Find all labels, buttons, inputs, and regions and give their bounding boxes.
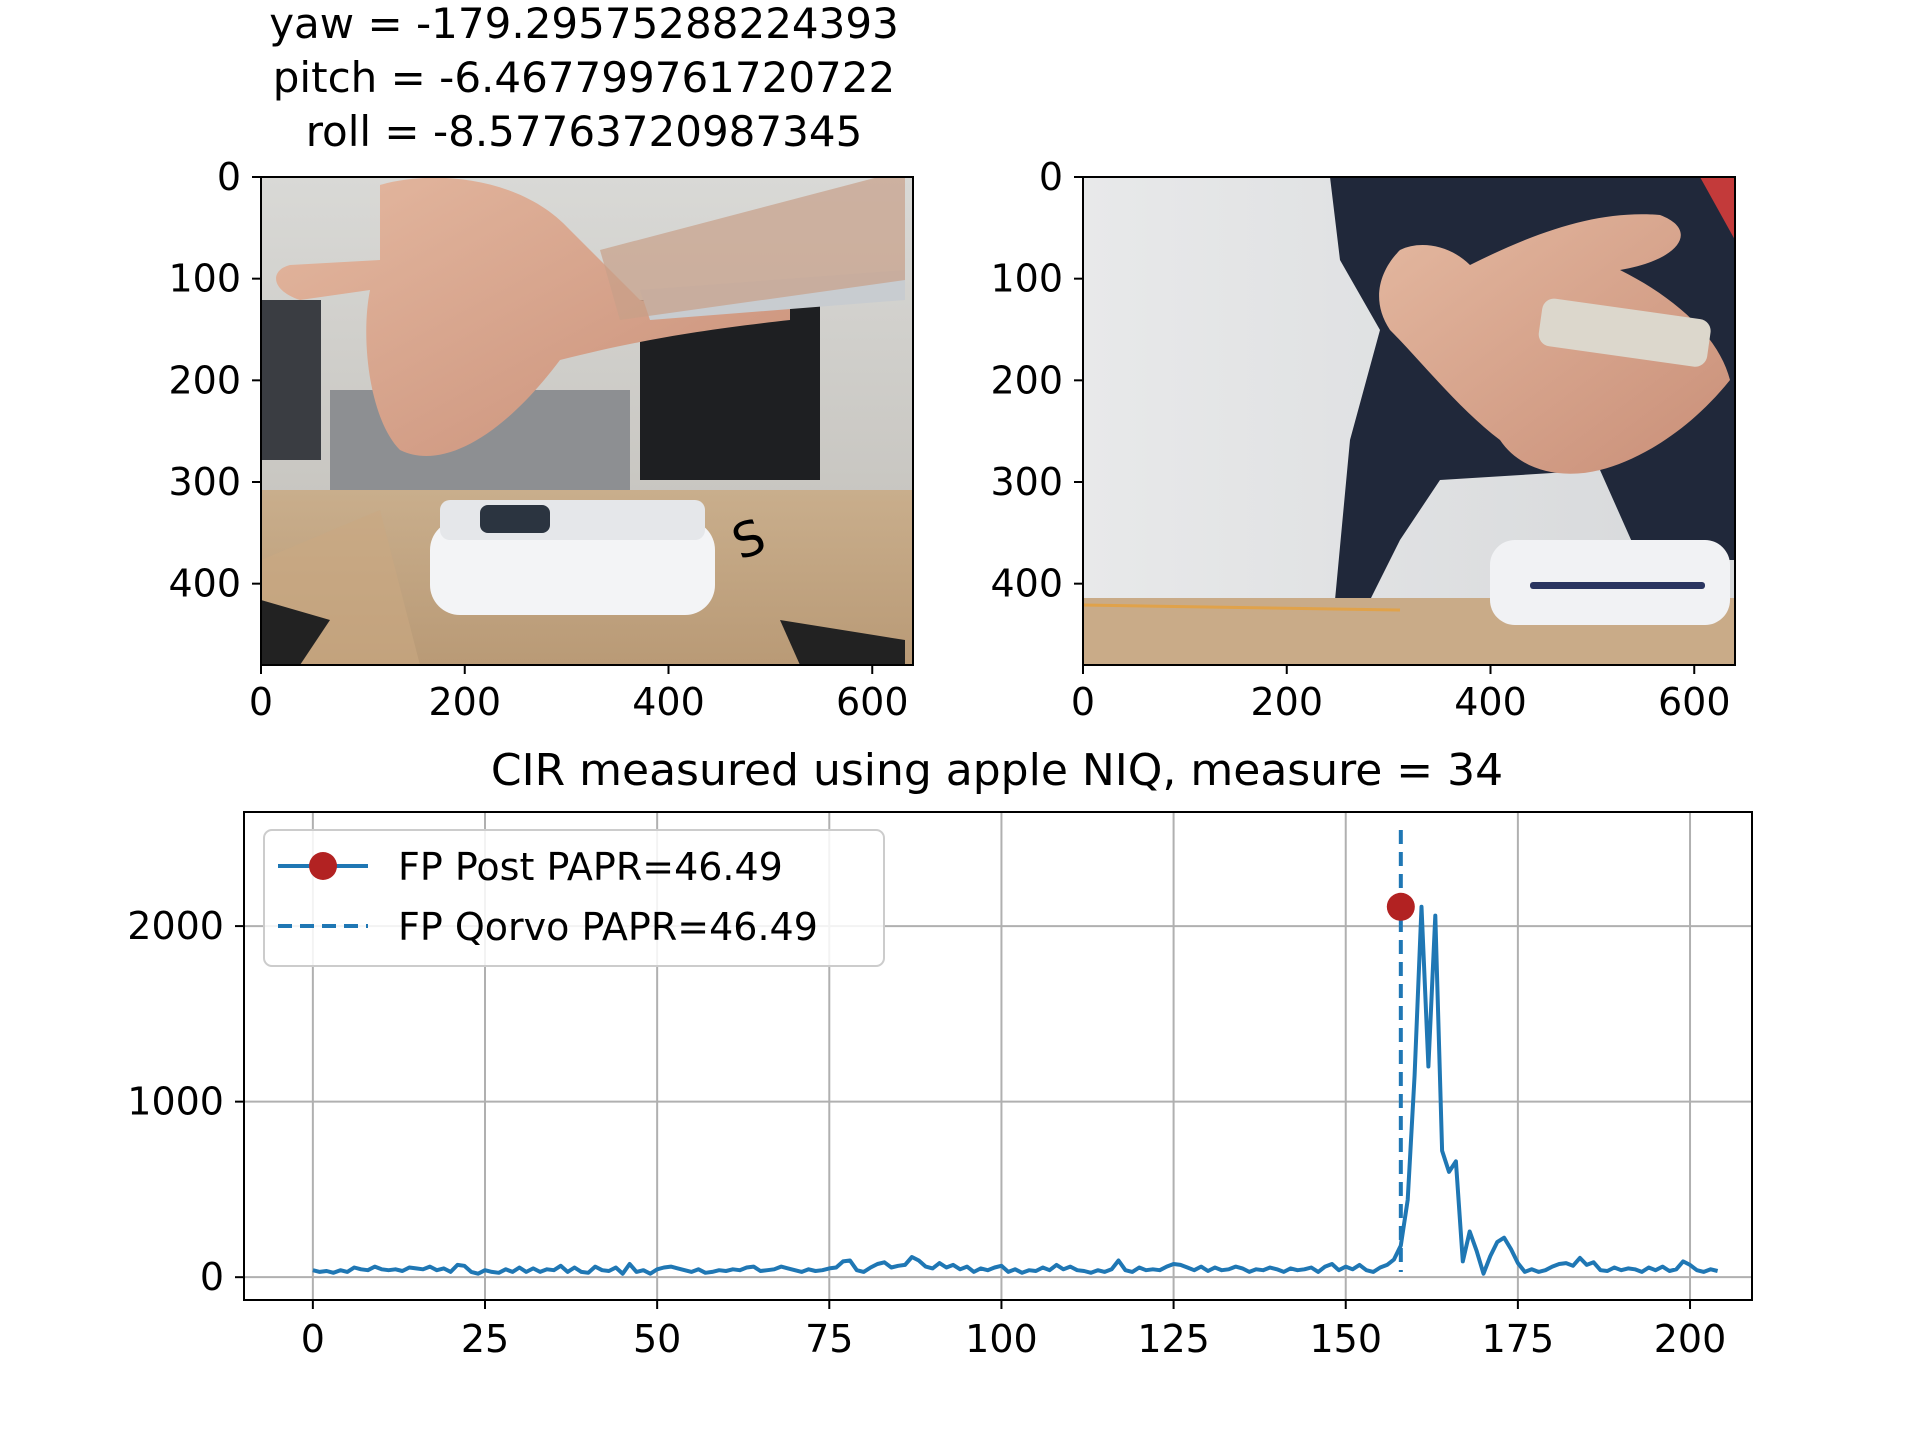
camera-image-left: S 0 200 400 600 0 100 200 300 400 [168,155,914,724]
chart-y-tick-label: 1000 [127,1080,224,1124]
roll-label: roll = -8.57763720987345 [306,107,863,156]
right-image-x-tick-label: 200 [1250,680,1323,724]
left-image-x-tick-label: 200 [428,680,501,724]
right-image-frame [1082,176,1736,666]
photo-hand-over-reader-icon: S [261,177,913,665]
yaw-label: yaw = -179.29575288224393 [269,0,899,48]
legend-label-fp-qorvo: FP Qorvo PAPR=46.49 [398,905,818,949]
right-image-y-tick-label: 300 [990,460,1063,504]
chart-x-tick-label: 25 [461,1317,509,1361]
chart-series-layer [312,830,1719,1276]
left-image-y-tick-label: 400 [168,562,241,606]
right-image-y-tick-label: 0 [1039,155,1063,199]
right-image-y-tick-label: 200 [990,358,1063,402]
photo-side-view-hand-icon [1083,177,1735,665]
right-image-x-tick-label: 0 [1071,680,1095,724]
chart-x-tick-label: 0 [301,1317,325,1361]
chart-x-tick-label: 50 [633,1317,681,1361]
right-image-x-ticks: 0 200 400 600 [1071,665,1731,724]
right-image-x-tick-label: 600 [1658,680,1731,724]
legend-box [263,829,885,967]
chart-x-tick-label: 200 [1654,1317,1727,1361]
right-image-y-tick-label: 400 [990,562,1063,606]
fp-post-marker [1386,892,1415,921]
orientation-header: yaw = -179.29575288224393 pitch = -6.467… [269,0,899,156]
left-image-x-ticks: 0 200 400 600 [249,665,909,724]
left-image-y-tick-label: 200 [168,358,241,402]
chart-grid [244,812,1752,1300]
camera-image-right: 0 200 400 600 0 100 200 300 400 [990,155,1736,724]
chart-x-tick-label: 125 [1137,1317,1210,1361]
cir-chart: CIR measured using apple NIQ, measure = … [127,745,1753,1361]
chart-y-tick-label: 2000 [127,904,224,948]
chart-x-tick-label: 150 [1309,1317,1382,1361]
cir-series-line [312,904,1719,1276]
left-image-x-tick-label: 400 [632,680,705,724]
left-image-y-ticks: 0 100 200 300 400 [168,155,261,606]
right-image-x-tick-label: 400 [1454,680,1527,724]
chart-frame [243,811,1753,1301]
left-image-y-tick-label: 0 [217,155,241,199]
left-image-x-tick-label: 600 [836,680,909,724]
chart-y-ticks: 0 1000 2000 [127,904,244,1299]
chart-x-tick-label: 175 [1482,1317,1555,1361]
chart-x-tick-label: 75 [805,1317,853,1361]
chart-legend: FP Post PAPR=46.49 FP Qorvo PAPR=46.49 [263,829,885,967]
left-image-y-tick-label: 100 [168,257,241,301]
pitch-label: pitch = -6.467799761720722 [273,53,895,102]
left-image-x-tick-label: 0 [249,680,273,724]
right-image-y-ticks: 0 100 200 300 400 [990,155,1083,606]
left-image-y-tick-label: 300 [168,460,241,504]
chart-title: CIR measured using apple NIQ, measure = … [491,745,1503,796]
legend-label-fp-post: FP Post PAPR=46.49 [398,845,783,889]
right-image-y-tick-label: 100 [990,257,1063,301]
legend-marker-fp-post [309,852,337,880]
chart-x-tick-label: 100 [965,1317,1038,1361]
chart-y-tick-label: 0 [200,1255,224,1299]
chart-x-ticks: 0 25 50 75 100 125 150 175 200 [301,1300,1727,1361]
left-image-frame [260,176,914,666]
